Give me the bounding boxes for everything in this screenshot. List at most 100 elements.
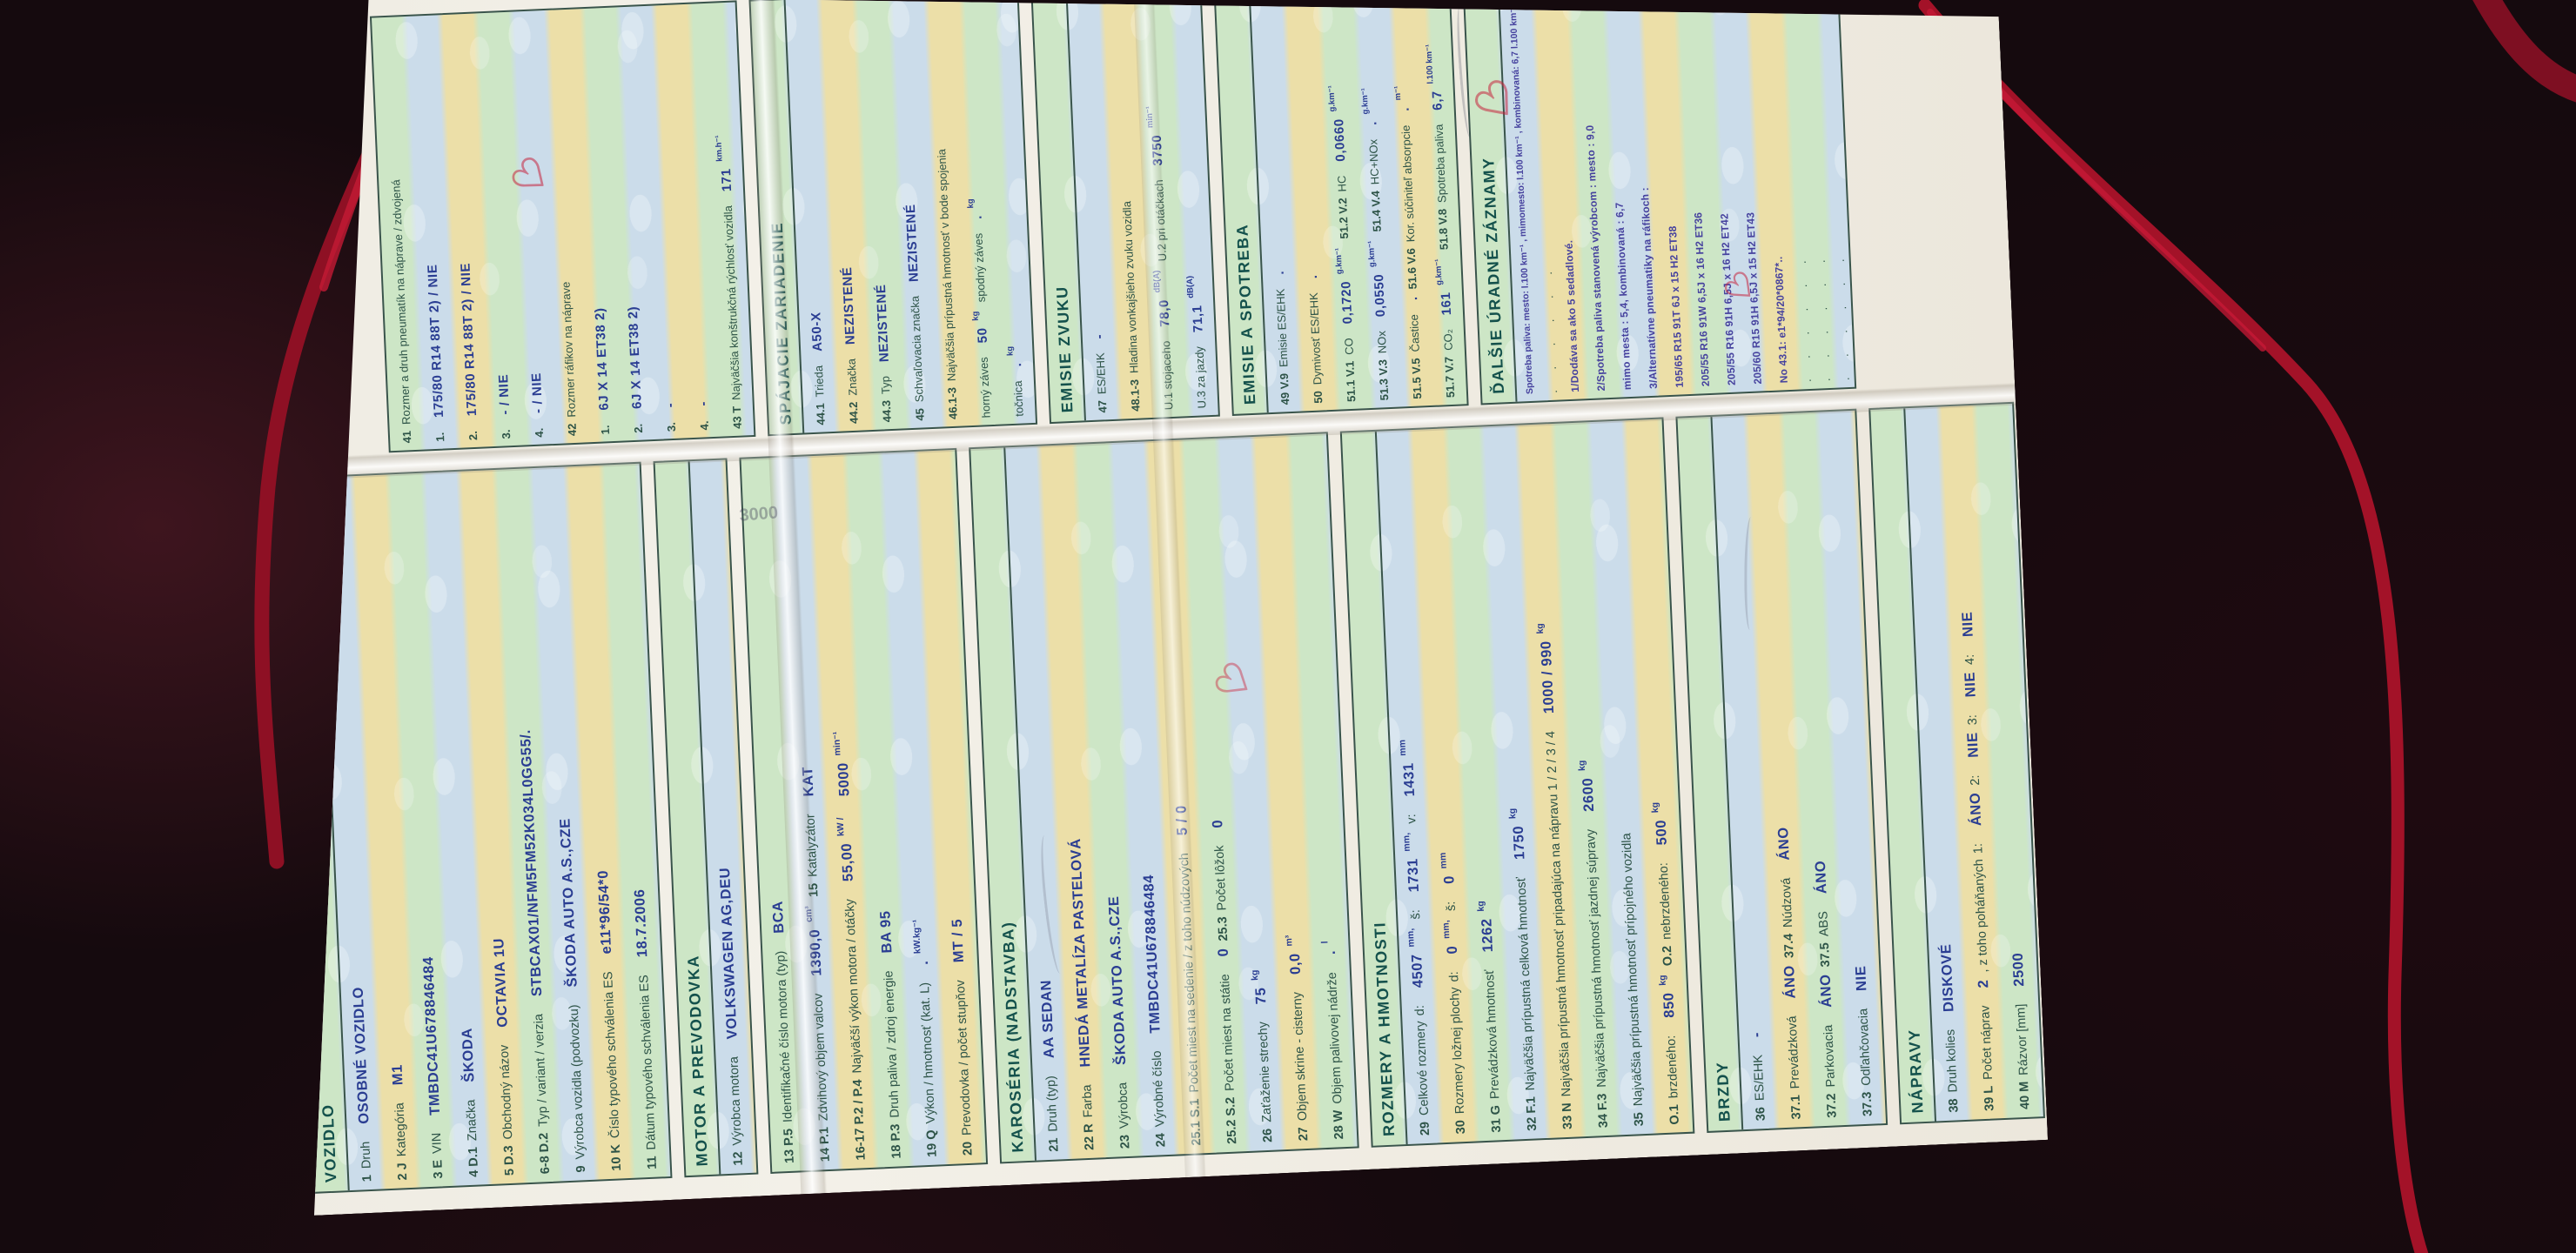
field-number: 33 N bbox=[1560, 1102, 1575, 1130]
footnote-text: 1/Dodáva sa ako 5 sedadlové. bbox=[1562, 239, 1582, 393]
field-number: 51.2 V.2 bbox=[1335, 198, 1351, 239]
field-unit: km.h⁻¹ bbox=[713, 135, 725, 162]
field-label: Celkové rozmery bbox=[1412, 1020, 1432, 1116]
field-value: 1431 bbox=[1400, 762, 1419, 797]
field-label: Rozmer a druh pneumatík na náprave / zdv… bbox=[388, 179, 413, 425]
field-number: 35 bbox=[1631, 1111, 1647, 1127]
field-unit: kg bbox=[1534, 623, 1546, 634]
field-number: 37.5 bbox=[1817, 941, 1833, 968]
field-value: NIE bbox=[1964, 731, 1982, 759]
field-value: - bbox=[695, 400, 711, 407]
field-value: VOLKSWAGEN AG,DEU bbox=[716, 867, 741, 1040]
field-unit: min⁻¹ bbox=[1144, 105, 1155, 129]
field-unit: kg bbox=[965, 198, 976, 209]
field-label: Trieda bbox=[811, 365, 826, 398]
field-value: 6J X 14 ET38 2) bbox=[625, 305, 645, 410]
dotted-leader: . . . . . . bbox=[1832, 250, 1852, 381]
field-number: 23 bbox=[1117, 1134, 1133, 1149]
field-number: 51.3 V.3 bbox=[1375, 358, 1391, 401]
document-section: 13 P.5 Identifikačné číslo motora (typ) BC… bbox=[739, 448, 988, 1174]
field-label: 1: bbox=[1970, 842, 1986, 854]
field-label: CO₂ bbox=[1440, 329, 1455, 352]
field-number: 38 bbox=[1946, 1098, 1962, 1113]
field-number: 15 bbox=[806, 882, 822, 898]
field-number: 3 E bbox=[430, 1159, 446, 1179]
field-label: Odľahčovacia bbox=[1855, 1008, 1874, 1087]
field-label: Druh paliva / zdroj energie bbox=[881, 970, 902, 1118]
field-value: 500 bbox=[1653, 819, 1670, 846]
field-value: . bbox=[915, 960, 932, 966]
field-number: 19 Q bbox=[923, 1129, 940, 1158]
dotted-leader: . . . . . . bbox=[1813, 251, 1833, 382]
field-label: Objem skrine - cisterny bbox=[1290, 991, 1310, 1122]
field-value: NEZISTENÉ bbox=[902, 204, 922, 283]
field-number: 9 bbox=[574, 1165, 588, 1173]
field-label: Spotreba paliva bbox=[1432, 124, 1448, 204]
footnote-text: 195/65 R15 91T 6J x 15 H2 ET38 bbox=[1666, 225, 1686, 388]
field-number: 39 L bbox=[1981, 1085, 1997, 1112]
field-unit: kW / bbox=[835, 817, 847, 837]
field-label: U.2 pri otáčkach bbox=[1151, 179, 1169, 262]
field-number: 44.2 bbox=[846, 401, 861, 425]
field-number: 4. bbox=[532, 427, 546, 439]
field-value: AA SEDAN bbox=[1037, 979, 1057, 1059]
field-label: Prevádzková bbox=[1785, 1015, 1802, 1089]
field-value: KAT bbox=[800, 766, 817, 797]
field-label: Typ bbox=[878, 375, 892, 395]
field-label: š: bbox=[1408, 908, 1423, 920]
field-unit: kg bbox=[1506, 807, 1518, 820]
field-number: 1. bbox=[598, 425, 612, 435]
field-number: 37.3 bbox=[1859, 1091, 1875, 1117]
field-label: 2: bbox=[1968, 774, 1982, 787]
field-value: . bbox=[1397, 106, 1412, 112]
field-number: 1 bbox=[359, 1174, 374, 1183]
field-number: 6-8 D.2 bbox=[536, 1132, 553, 1175]
field-value: 1000 / 990 bbox=[1538, 640, 1558, 714]
field-value: . bbox=[969, 214, 985, 220]
field-label: Najväčší výkon motora / otáčky bbox=[842, 898, 864, 1074]
field-label: Počet miest na státie bbox=[1218, 974, 1238, 1092]
field-value: 175/80 R14 88T 2) / NIE bbox=[457, 262, 480, 417]
field-value: NIE bbox=[1853, 965, 1870, 992]
field-number: 51.7 V.7 bbox=[1441, 356, 1457, 399]
field-value: 4507 bbox=[1409, 953, 1426, 988]
field-label: d: bbox=[1446, 971, 1462, 982]
field-label: Identifikačné číslo motora (typ) bbox=[773, 950, 795, 1123]
field-value: . bbox=[1405, 296, 1420, 301]
red-cable-corner bbox=[2472, 0, 2576, 103]
field-label: Výrobca vozidla (podvozku) bbox=[567, 1004, 587, 1160]
field-number: 51.1 V.1 bbox=[1342, 360, 1358, 403]
field-value: 1731 bbox=[1405, 857, 1422, 893]
field-label: Najväčšia prípustná celková hmotnosť bbox=[1513, 876, 1538, 1091]
field-value: 850 bbox=[1660, 992, 1678, 1019]
field-label: Výrobca motora bbox=[726, 1055, 745, 1146]
field-label: Rozmery ložnej plochy bbox=[1447, 987, 1467, 1115]
field-number: 28 W bbox=[1331, 1109, 1346, 1140]
field-number: 27 bbox=[1296, 1126, 1311, 1142]
document-section: EMISIE A SPOTREBA 49 V.9 Emisie ES/EHK. 50 D… bbox=[1213, 0, 1469, 416]
field-value: 0,0 bbox=[1286, 952, 1304, 975]
field-value: . bbox=[1271, 270, 1287, 276]
field-label: Najväčšia prípustná hmotnosť v bode spoj… bbox=[934, 148, 958, 382]
field-value: 5000 bbox=[835, 761, 853, 797]
field-unit: kg bbox=[969, 311, 981, 321]
field-label: Emisie ES/EHK bbox=[1273, 288, 1291, 368]
document-main-column: VOZIDLO 1 Druh OSOBNÉ VOZIDLO 2 J Kategória M1… bbox=[282, 401, 2057, 1194]
field-number: 31 G bbox=[1488, 1104, 1504, 1133]
field-number: 51.8 V.8 bbox=[1435, 208, 1451, 251]
field-label: Farba bbox=[1079, 1084, 1096, 1118]
field-value: - / NIE bbox=[495, 373, 513, 415]
field-label: Hladina vonkajšieho zvuku vozidla bbox=[1119, 200, 1141, 374]
field-unit: g.km⁻¹ bbox=[1333, 247, 1345, 275]
field-value: 3750 bbox=[1149, 134, 1165, 166]
field-label: , z toho poháňaných bbox=[1971, 858, 1991, 974]
field-label: Výkon / hmotnosť (kat. L) bbox=[917, 982, 938, 1124]
field-unit: g.km⁻¹ bbox=[1432, 258, 1445, 286]
field-value: - bbox=[1091, 333, 1107, 339]
field-label: ES/EHK bbox=[1093, 352, 1109, 395]
field-value: A50-X bbox=[808, 312, 825, 352]
field-label: Kor. súčiniteľ absorpcie bbox=[1399, 124, 1417, 243]
field-unit: mm, bbox=[1400, 832, 1412, 852]
document-side-column: 41 Rozmer a druh pneumatík na náprave / z… bbox=[370, 0, 1868, 452]
field-label: ABS bbox=[1815, 910, 1832, 937]
